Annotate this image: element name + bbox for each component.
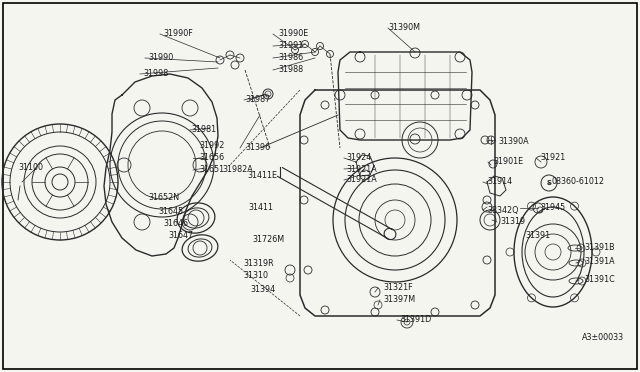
Text: 31656: 31656 [199, 154, 224, 163]
Text: 31645: 31645 [158, 208, 183, 217]
Text: 31982A: 31982A [222, 166, 253, 174]
Text: 31391D: 31391D [400, 315, 431, 324]
Text: 31411E: 31411E [247, 170, 277, 180]
Text: 31397M: 31397M [383, 295, 415, 305]
Text: 31988: 31988 [278, 65, 303, 74]
Text: S: S [547, 180, 552, 186]
Text: 31921: 31921 [540, 154, 565, 163]
Text: 31726M: 31726M [252, 235, 284, 244]
Text: 31100: 31100 [18, 164, 43, 173]
Text: 31647: 31647 [168, 231, 193, 241]
Text: 31914: 31914 [487, 177, 512, 186]
Text: 31652N: 31652N [148, 193, 179, 202]
Text: 31396: 31396 [245, 144, 270, 153]
Text: 31391A: 31391A [584, 257, 614, 266]
Text: 31924: 31924 [346, 154, 371, 163]
Text: 31987: 31987 [245, 96, 270, 105]
Text: 31391: 31391 [525, 231, 550, 240]
Text: 31901E: 31901E [493, 157, 523, 167]
Text: 31986: 31986 [278, 54, 303, 62]
Text: 31391B: 31391B [584, 244, 614, 253]
Text: 31646: 31646 [163, 219, 188, 228]
Text: 31991: 31991 [278, 42, 303, 51]
Text: A3±00033: A3±00033 [582, 334, 624, 343]
Text: 31310: 31310 [243, 272, 268, 280]
Text: 31390A: 31390A [498, 138, 529, 147]
Text: 31990: 31990 [148, 54, 173, 62]
Text: 31390M: 31390M [388, 23, 420, 32]
Text: 31992: 31992 [199, 141, 225, 150]
Text: 08360-61012: 08360-61012 [551, 177, 604, 186]
Text: 31981: 31981 [191, 125, 216, 135]
Text: 31411: 31411 [248, 203, 273, 212]
Text: 31321F: 31321F [383, 283, 413, 292]
Text: 31990F: 31990F [163, 29, 193, 38]
Text: 31921A: 31921A [346, 176, 377, 185]
Text: 31391C: 31391C [584, 276, 615, 285]
Text: 31651: 31651 [199, 166, 224, 174]
Text: 31998: 31998 [143, 70, 168, 78]
Text: 31319R: 31319R [243, 260, 274, 269]
Text: 31945: 31945 [540, 203, 565, 212]
Text: 31990E: 31990E [278, 29, 308, 38]
Text: 31319: 31319 [500, 218, 525, 227]
Text: 38342Q: 38342Q [487, 205, 518, 215]
Text: 31394: 31394 [250, 285, 275, 295]
Text: 31921A: 31921A [346, 164, 377, 173]
